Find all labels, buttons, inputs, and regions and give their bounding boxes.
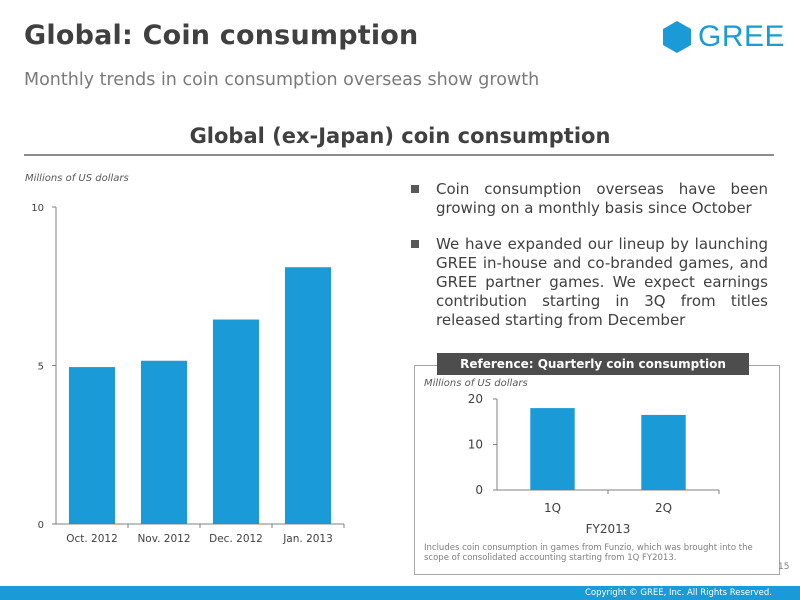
- x-category-label: Jan. 2013: [282, 533, 333, 545]
- section-title: Global (ex-Japan) coin consumption: [189, 124, 611, 148]
- bar: [140, 360, 188, 524]
- bullet-square-icon: [411, 240, 419, 248]
- gree-logo: GREE: [660, 20, 785, 54]
- bar: [641, 414, 686, 490]
- x-category-label: 1Q: [544, 501, 561, 515]
- footnote: Includes coin consumption in games from …: [424, 543, 753, 563]
- section-divider: [24, 154, 774, 156]
- x-category-label: Nov. 2012: [137, 533, 190, 545]
- bullet-item: Coin consumption overseas have been grow…: [410, 180, 768, 218]
- monthly-coin-consumption-chart: 0 5 10 Oct. 2012 Nov. 2012 Dec. 2012 Jan. 2013: [31, 203, 345, 545]
- y-tick-label: 10: [31, 203, 44, 214]
- bar: [284, 267, 332, 524]
- x-axis-title: FY2013: [586, 522, 631, 536]
- logo-text: GREE: [698, 20, 786, 53]
- bar: [530, 408, 575, 490]
- page-title: Global: Coin consumption: [24, 20, 419, 51]
- y-tick-label: 5: [38, 362, 44, 373]
- bullet-list: Coin consumption overseas have been grow…: [410, 180, 768, 347]
- bullet-text: Coin consumption overseas have been grow…: [436, 180, 768, 217]
- bar: [68, 367, 116, 524]
- page-subtitle: Monthly trends in coin consumption overs…: [24, 70, 540, 90]
- footer-bar: Copyright © GREE, Inc. All Rights Reserv…: [0, 586, 800, 600]
- x-category-label: Oct. 2012: [66, 533, 118, 545]
- page-number: 15: [778, 562, 790, 572]
- bar: [212, 319, 260, 524]
- bullet-item: We have expanded our lineup by launching…: [410, 235, 768, 330]
- y-tick-label: 10: [468, 438, 483, 452]
- bullet-text: We have expanded our lineup by launching…: [436, 235, 768, 329]
- y-tick-label: 20: [468, 392, 483, 406]
- bullet-square-icon: [411, 185, 419, 193]
- ref-chart-unit-label: Millions of US dollars: [424, 378, 528, 389]
- copyright: Copyright © GREE, Inc. All Rights Reserv…: [584, 588, 772, 598]
- main-chart-unit-label: Millions of US dollars: [25, 173, 129, 184]
- x-category-label: 2Q: [655, 501, 672, 515]
- quarterly-coin-consumption-chart: 0 10 20 1Q 2Q FY2013: [468, 392, 720, 536]
- gree-hexagon-icon: [663, 21, 691, 53]
- y-tick-label: 0: [475, 483, 483, 497]
- x-category-label: Dec. 2012: [209, 533, 263, 545]
- y-tick-label: 0: [38, 520, 44, 531]
- reference-label: Reference: Quarterly coin consumption (o…: [437, 353, 749, 393]
